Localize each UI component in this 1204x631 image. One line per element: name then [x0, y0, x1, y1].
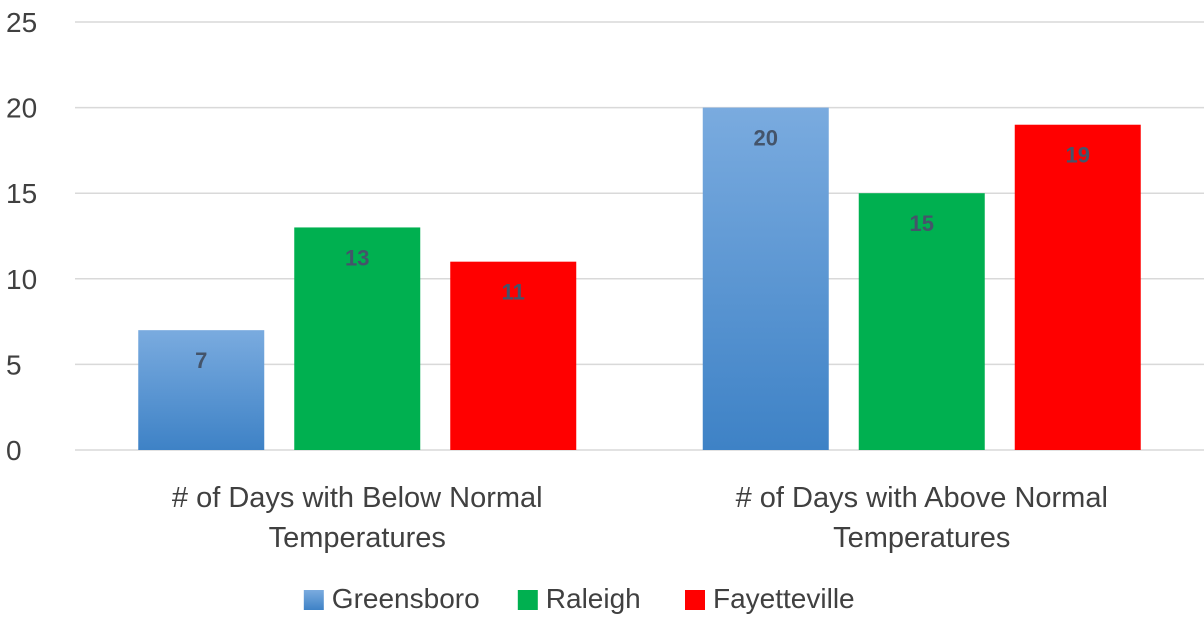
y-tick-label: 5 [6, 349, 22, 380]
x-category-label: Temperatures [269, 522, 446, 554]
data-labels: 7 13 11 20 15 19 [195, 126, 1090, 374]
y-axis-ticks: 0 5 10 15 20 25 [6, 7, 37, 466]
data-label: 11 [502, 280, 525, 305]
x-category-label: # of Days with Below Normal [172, 482, 543, 514]
bar-greensboro-1 [702, 107, 829, 450]
y-tick-label: 20 [6, 93, 37, 124]
x-category-label: Temperatures [833, 522, 1010, 554]
x-axis-categories: # of Days with Below Normal Temperatures #… [172, 482, 1108, 554]
bars [138, 107, 1141, 450]
legend-label-fayetteville: Fayetteville [713, 583, 855, 614]
data-label: 13 [345, 245, 369, 270]
bar-fayetteville-0 [450, 261, 577, 450]
bar-raleigh-0 [294, 227, 421, 450]
x-category-label: # of Days with Above Normal [736, 482, 1108, 514]
legend: Greensboro Raleigh Fayetteville [303, 583, 855, 614]
legend-swatch-greensboro [303, 590, 324, 610]
legend-label-raleigh: Raleigh [546, 583, 641, 614]
legend-swatch-fayetteville [685, 590, 705, 610]
bar-greensboro-0 [138, 330, 265, 450]
y-tick-label: 15 [6, 178, 37, 209]
y-tick-label: 25 [6, 7, 37, 38]
legend-swatch-raleigh [517, 590, 538, 610]
data-label: 15 [910, 211, 934, 236]
data-label: 20 [754, 126, 778, 151]
y-tick-label: 10 [6, 264, 37, 295]
bar-fayetteville-1 [1014, 124, 1141, 450]
bar-raleigh-1 [858, 193, 985, 450]
data-label: 19 [1066, 143, 1090, 168]
legend-label-greensboro: Greensboro [332, 583, 480, 614]
data-label: 7 [195, 348, 207, 373]
y-tick-label: 0 [6, 435, 22, 466]
